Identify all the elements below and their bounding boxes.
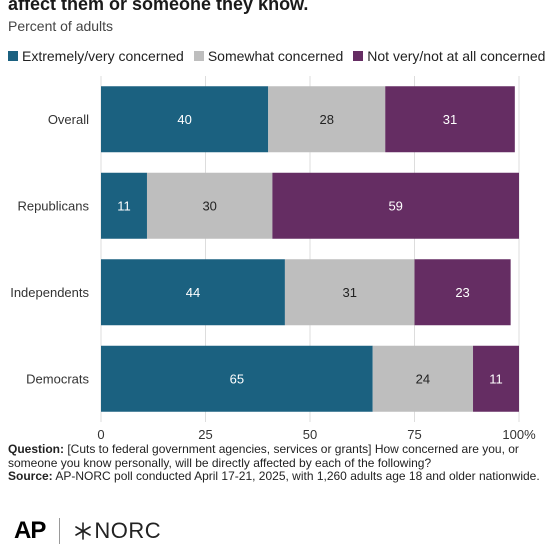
data-label: 23 <box>455 285 469 300</box>
category-label: Independents <box>10 285 89 300</box>
legend-swatch-not-concerned <box>353 51 364 61</box>
data-label: 31 <box>443 112 457 127</box>
legend-item-not-concerned: Not very/not at all concerned <box>353 48 545 64</box>
legend: Extremely/very concerned Somewhat concer… <box>8 46 546 66</box>
bar-segment <box>414 259 511 326</box>
category-label: Overall <box>48 112 89 127</box>
data-label: 31 <box>342 285 356 300</box>
source-label: Source: <box>8 469 53 483</box>
category-label: Democrats <box>26 371 89 386</box>
data-label: 30 <box>202 198 216 213</box>
question-text: [Cuts to federal government agencies, se… <box>8 442 519 470</box>
bar-segment <box>101 345 373 412</box>
bar-segment <box>372 345 474 412</box>
bar-segment <box>268 86 386 153</box>
logos: AP NORC <box>14 517 161 544</box>
question-note: Question: [Cuts to federal government ag… <box>8 442 544 470</box>
norc-logo-text: NORC <box>94 518 162 543</box>
logo-divider <box>59 518 61 544</box>
legend-label-concerned: Extremely/very concerned <box>22 48 184 64</box>
norc-star-icon <box>75 522 92 540</box>
bar-segment <box>473 345 519 412</box>
data-label: 11 <box>117 198 131 213</box>
data-label: 44 <box>186 285 200 300</box>
legend-item-concerned: Extremely/very concerned <box>8 48 184 64</box>
legend-swatch-somewhat <box>193 51 204 61</box>
legend-item-somewhat: Somewhat concerned <box>193 48 344 64</box>
norc-logo: NORC <box>74 518 161 544</box>
data-label: 11 <box>489 371 503 386</box>
bar-segment <box>101 259 285 326</box>
category-label: Republicans <box>17 198 89 213</box>
bar-segment <box>101 86 269 153</box>
x-tick-label: 75 <box>407 427 421 442</box>
legend-swatch-concerned <box>8 51 18 61</box>
source-text: AP-NORC poll conducted April 17-21, 2025… <box>55 469 540 483</box>
question-label: Question: <box>8 442 64 456</box>
bar-segment <box>146 172 273 239</box>
legend-label-somewhat: Somewhat concerned <box>207 48 344 64</box>
chart-notes: Question: [Cuts to federal government ag… <box>8 442 544 484</box>
x-tick-label: 25 <box>198 427 212 442</box>
bar-segment <box>385 86 515 153</box>
data-label: 40 <box>177 112 191 127</box>
chart-subtitle: Percent of adults <box>8 18 114 34</box>
ap-logo: AP <box>14 517 46 544</box>
bar-segment <box>272 172 519 239</box>
data-label: 65 <box>230 371 244 386</box>
x-tick-label: 0 <box>97 427 104 442</box>
legend-label-not-concerned: Not very/not at all concerned <box>367 48 546 64</box>
data-label: 28 <box>319 112 333 127</box>
stacked-bar-chart: 0 25 50 75 100% Overall 40 28 31 Republicans 11 30 5… <box>10 76 536 442</box>
data-label: 24 <box>416 371 430 386</box>
bar-segment <box>101 172 147 239</box>
bar-segment <box>284 259 415 326</box>
source-note: Source: AP-NORC poll conducted April 17-… <box>8 469 544 484</box>
chart-title: affect them or someone they know. <box>8 0 309 14</box>
x-tick-label: 100% <box>502 427 536 442</box>
x-tick-label: 50 <box>303 427 317 442</box>
data-label: 59 <box>388 198 402 213</box>
